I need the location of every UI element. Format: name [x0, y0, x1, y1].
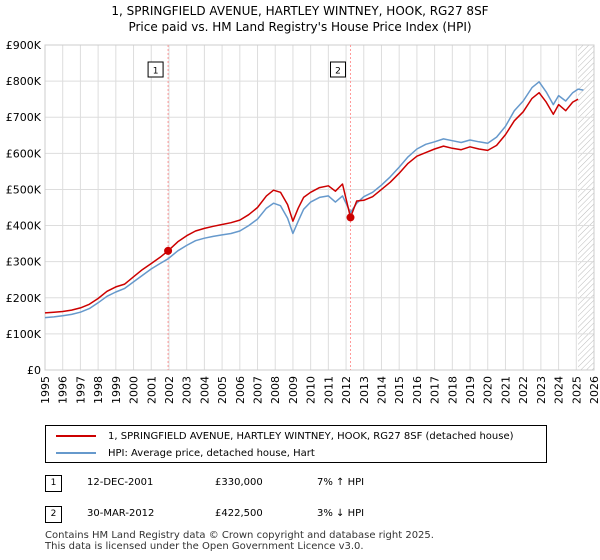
x-tick-label: 1999 [110, 376, 123, 404]
x-tick-label: 2007 [252, 376, 265, 404]
x-tick-label: 2022 [517, 376, 530, 404]
x-tick-label: 2016 [411, 376, 424, 404]
sale-point-marker [346, 213, 355, 222]
plot-frame [44, 44, 595, 371]
plot-area [45, 45, 594, 370]
x-tick-label: 2018 [446, 376, 459, 404]
y-tick-label: £700K [6, 111, 42, 124]
transaction-number: 2 [45, 506, 62, 523]
x-tick-label: 2015 [393, 376, 406, 404]
price-chart: £0 £100K £200K £300K £400K £500K £600K £700K £80… [6, 39, 600, 404]
y-tick-label: £300K [6, 256, 42, 269]
transaction-hpi-change: 7% ↑ HPI [317, 477, 365, 488]
y-tick-label: £0 [27, 364, 41, 377]
footer: Contains HM Land Registry data © Crown c… [45, 530, 434, 552]
x-tick-label: 2012 [340, 376, 353, 404]
y-tick-label: £900K [6, 39, 42, 52]
transaction-date: 30-MAR-2012 [87, 508, 155, 519]
x-tick-label: 2021 [499, 376, 512, 404]
annotation-box [329, 61, 346, 78]
legend-item-property: 1, SPRINGFIELD AVENUE, HARTLEY WINTNEY, … [46, 428, 514, 444]
forecast-region [578, 45, 594, 370]
x-tick-label: 2009 [287, 376, 300, 404]
property-price-line [44, 91, 579, 314]
x-tick-label: 2011 [322, 376, 335, 404]
hpi-line [44, 81, 584, 319]
x-tick-label: 1996 [57, 376, 70, 404]
x-tick-label: 1998 [92, 376, 105, 404]
chart-legend: 1, SPRINGFIELD AVENUE, HARTLEY WINTNEY, … [45, 425, 547, 463]
x-tick-label: 2008 [269, 376, 282, 404]
x-tick-label: 2019 [464, 376, 477, 404]
x-tick-label: 2004 [198, 376, 211, 404]
y-tick-label: £600K [6, 147, 42, 160]
y-tick-label: £800K [6, 75, 42, 88]
x-tick-label: 2020 [482, 376, 495, 404]
legend-item-hpi: HPI: Average price, detached house, Hart [46, 445, 315, 461]
y-tick-label: £500K [6, 183, 42, 196]
x-tick-label: 2006 [234, 376, 247, 404]
transaction-price: £330,000 [215, 477, 263, 488]
legend-property-label: 1, SPRINGFIELD AVENUE, HARTLEY WINTNEY, … [108, 430, 514, 442]
transaction-hpi-change: 3% ↓ HPI [317, 508, 365, 519]
chart-subtitle: Price paid vs. HM Land Registry's House … [128, 20, 472, 34]
transaction-price: £422,500 [215, 508, 263, 519]
hpi-line-swatch [56, 452, 96, 454]
annotation-box [147, 61, 164, 78]
x-tick-label: 2023 [535, 376, 548, 404]
property-line-swatch [56, 435, 96, 437]
y-tick-label: £100K [6, 328, 42, 341]
x-tick-label: 2014 [375, 376, 388, 404]
x-tick-label: 2017 [429, 376, 442, 404]
x-tick-label: 2013 [358, 376, 371, 404]
x-tick-label: 2002 [163, 376, 176, 404]
x-tick-label: 2001 [145, 376, 158, 404]
transaction-number: 1 [45, 475, 62, 492]
footer-copyright: Contains HM Land Registry data © Crown c… [45, 530, 434, 541]
x-tick-label: 1995 [39, 376, 52, 404]
y-tick-label: £200K [6, 292, 42, 305]
annotation-label: 2 [335, 67, 341, 77]
legend-hpi-label: HPI: Average price, detached house, Hart [108, 447, 315, 459]
sale-point-marker [164, 246, 173, 255]
x-tick-label: 2000 [128, 376, 141, 404]
annotation-label: 1 [153, 67, 159, 77]
footer-license: This data is licensed under the Open Gov… [45, 541, 364, 552]
transaction-date: 12-DEC-2001 [87, 477, 154, 488]
x-tick-label: 2010 [305, 376, 318, 404]
y-tick-label: £400K [6, 220, 42, 233]
x-tick-label: 2005 [216, 376, 229, 404]
x-tick-label: 1997 [74, 376, 87, 404]
x-tick-label: 2003 [181, 376, 194, 404]
chart-title: 1, SPRINGFIELD AVENUE, HARTLEY WINTNEY, … [111, 4, 489, 18]
x-tick-label: 2025 [570, 376, 583, 404]
x-tick-label: 2024 [553, 376, 566, 404]
x-tick-label: 2026 [588, 376, 600, 404]
